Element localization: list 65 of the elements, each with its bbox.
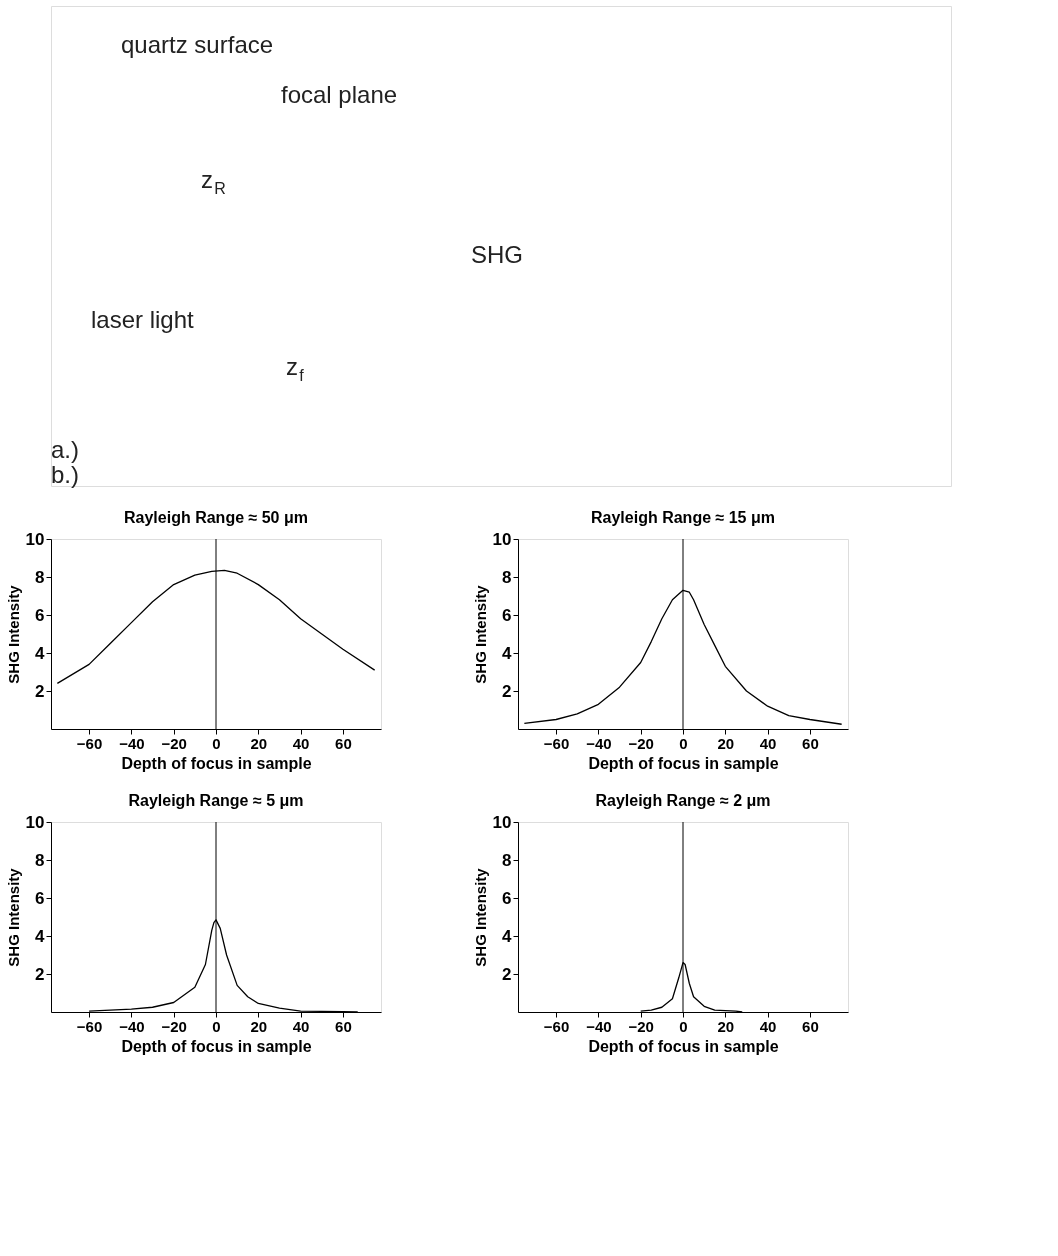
text: quartz surface xyxy=(121,31,274,58)
y-tick-label: 8 xyxy=(502,850,512,870)
x-tick-label: 20 xyxy=(717,734,735,752)
x-tick-label: −60 xyxy=(543,1017,570,1035)
y-tick-label: 4 xyxy=(35,926,46,946)
y-tick-label: 6 xyxy=(502,605,512,625)
x-tick-label: 0 xyxy=(212,1017,221,1035)
y-tick-label: 4 xyxy=(502,926,513,946)
x-tick-label: −40 xyxy=(586,734,612,752)
x-axis-title: Depth of focus in sample xyxy=(588,754,779,772)
x-tick-label: 60 xyxy=(802,734,819,752)
x-tick-label: −60 xyxy=(76,1017,103,1035)
x-axis-title: Depth of focus in sample xyxy=(121,754,312,772)
x-tick-label: −20 xyxy=(628,734,654,752)
x-tick-label: 20 xyxy=(250,1017,268,1035)
y-axis-title: SHG Intensity xyxy=(471,584,489,684)
x-axis-title: Depth of focus in sample xyxy=(588,1037,779,1055)
y-tick-label: 6 xyxy=(35,605,45,625)
x-tick-label: −40 xyxy=(119,734,145,752)
x-tick-label: −40 xyxy=(586,1017,612,1035)
x-axis-title: Depth of focus in sample xyxy=(121,1037,312,1055)
chart-title: Rayleigh Range ≈ 15 μm xyxy=(591,509,775,526)
y-tick-label: 10 xyxy=(492,529,512,549)
x-tick-label: 20 xyxy=(717,1017,735,1035)
x-tick-label: 0 xyxy=(679,734,688,752)
y-tick-label: 4 xyxy=(35,643,46,663)
y-tick-label: 2 xyxy=(35,681,45,701)
y-tick-label: 2 xyxy=(502,681,512,701)
y-tick-label: 6 xyxy=(502,888,512,908)
y-tick-label: 8 xyxy=(502,567,512,587)
text: laser light xyxy=(91,306,195,333)
x-tick-label: 40 xyxy=(292,1017,310,1035)
x-tick-label: 60 xyxy=(802,1017,819,1035)
y-axis-title: SHG Intensity xyxy=(471,867,489,967)
x-tick-label: 40 xyxy=(292,734,310,752)
y-tick-label: 10 xyxy=(492,812,512,832)
y-tick-label: 10 xyxy=(25,812,45,832)
x-tick-label: −20 xyxy=(161,734,187,752)
y-tick-label: 4 xyxy=(502,643,513,663)
x-tick-label: −20 xyxy=(628,1017,654,1035)
text: SHG xyxy=(471,241,524,268)
chart-title: Rayleigh Range ≈ 2 μm xyxy=(595,792,771,809)
chart-title: Rayleigh Range ≈ 50 μm xyxy=(124,509,308,526)
text: focal plane xyxy=(281,81,398,108)
text: a.) xyxy=(51,436,80,463)
y-tick-label: 10 xyxy=(25,529,45,549)
y-tick-label: 2 xyxy=(502,964,512,984)
x-tick-label: 60 xyxy=(335,1017,352,1035)
chart-title: Rayleigh Range ≈ 5 μm xyxy=(128,792,304,809)
y-tick-label: 2 xyxy=(35,964,45,984)
x-tick-label: −60 xyxy=(76,734,103,752)
x-tick-label: 0 xyxy=(679,1017,688,1035)
x-tick-label: 40 xyxy=(759,1017,777,1035)
y-axis-title: SHG Intensity xyxy=(4,867,22,967)
x-tick-label: −40 xyxy=(119,1017,145,1035)
y-tick-label: 6 xyxy=(35,888,45,908)
x-tick-label: −60 xyxy=(543,734,570,752)
x-tick-label: 40 xyxy=(759,734,777,752)
x-tick-label: −20 xyxy=(161,1017,187,1035)
y-tick-label: 8 xyxy=(35,850,45,870)
y-axis-title: SHG Intensity xyxy=(4,584,22,684)
x-tick-label: 0 xyxy=(212,734,221,752)
y-tick-label: 8 xyxy=(35,567,45,587)
x-tick-label: 60 xyxy=(335,734,352,752)
x-tick-label: 20 xyxy=(250,734,268,752)
